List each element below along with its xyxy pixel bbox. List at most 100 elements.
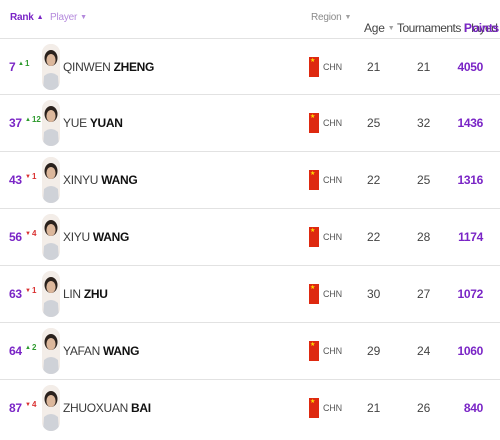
china-flag-icon: ★ — [309, 57, 319, 77]
tournaments-played: 32 — [417, 116, 431, 130]
rank-movement: ▲ 2 — [25, 343, 36, 352]
rank-number: 64 — [9, 344, 22, 358]
player-last-name: ZHENG — [113, 60, 155, 74]
rank-movement: ▼ 4 — [25, 229, 36, 238]
age-column-header[interactable]: Age ▼ — [364, 21, 395, 35]
player-first-name: LIN — [63, 287, 81, 301]
region-code: CHN — [323, 403, 342, 413]
region-code: CHN — [323, 118, 342, 128]
player-avatar[interactable] — [42, 385, 60, 431]
chevron-down-icon: ▼ — [387, 24, 395, 32]
player-last-name: WANG — [92, 230, 129, 244]
player-points: 1072 — [457, 287, 484, 301]
player-avatar[interactable] — [42, 157, 60, 203]
player-age: 25 — [367, 116, 381, 130]
china-flag-icon: ★ — [309, 398, 319, 418]
player-age: 21 — [367, 60, 381, 74]
player-name[interactable]: ZHUOXUAN BAI — [63, 401, 151, 415]
player-portrait-icon — [42, 385, 60, 431]
movement-value: 1 — [31, 172, 37, 181]
region-code: CHN — [323, 289, 342, 299]
player-portrait-icon — [42, 214, 60, 260]
player-last-name: WANG — [103, 344, 140, 358]
table-header: Rank ▲ Player ▼ Region ▼ Age ▼ Tournaments P… — [0, 0, 500, 38]
player-column-header[interactable]: Player ▼ — [50, 12, 87, 23]
rank-movement: ▼ 1 — [25, 286, 36, 295]
table-row[interactable]: 37 ▲ 12 YUE YUAN ★ CHN 25 32 1436 — [0, 95, 500, 152]
rank-header-label: Rank — [10, 12, 34, 23]
rank-movement: ▼ 4 — [25, 400, 36, 409]
china-flag-icon: ★ — [309, 341, 319, 361]
player-points: 1436 — [457, 116, 484, 130]
table-row[interactable]: 63 ▼ 1 LIN ZHU ★ CHN 30 27 1072 — [0, 266, 500, 323]
movement-value: 4 — [31, 229, 37, 238]
tournaments-played: 28 — [417, 230, 431, 244]
movement-value: 2 — [31, 343, 37, 352]
player-name[interactable]: QINWEN ZHENG — [63, 60, 154, 74]
arrow-down-icon: ▼ — [25, 173, 31, 180]
player-name[interactable]: YAFAN WANG — [63, 344, 139, 358]
player-points: 1316 — [457, 173, 484, 187]
arrow-down-icon: ▼ — [25, 287, 31, 294]
player-first-name: QINWEN — [63, 60, 111, 74]
age-header-label: Age — [364, 21, 385, 35]
player-first-name: XINYU — [63, 173, 99, 187]
tournaments-played: 21 — [417, 60, 431, 74]
arrow-up-icon: ▲ — [25, 116, 31, 123]
player-name[interactable]: XIYU WANG — [63, 230, 129, 244]
china-flag-icon: ★ — [309, 170, 319, 190]
rank-movement: ▲ 12 — [25, 115, 41, 124]
table-row[interactable]: 43 ▼ 1 XINYU WANG ★ CHN 22 25 1316 — [0, 152, 500, 209]
table-row[interactable]: 7 ▲ 1 QINWEN ZHENG ★ CHN 21 21 4050 — [0, 38, 500, 95]
player-points: 4050 — [457, 60, 484, 74]
table-row[interactable]: 56 ▼ 4 XIYU WANG ★ CHN 22 28 1174 — [0, 209, 500, 266]
player-portrait-icon — [42, 100, 60, 146]
rank-movement: ▼ 1 — [25, 172, 36, 181]
player-portrait-icon — [42, 44, 60, 90]
points-header-label: Points — [464, 21, 499, 35]
arrow-down-icon: ▼ — [25, 401, 31, 408]
region-code: CHN — [323, 175, 342, 185]
region-code: CHN — [323, 62, 342, 72]
rank-number: 37 — [9, 116, 22, 130]
rank-column-header[interactable]: Rank ▲ — [10, 12, 44, 23]
player-avatar[interactable] — [42, 44, 60, 90]
chevron-down-icon: ▼ — [80, 14, 87, 21]
tournaments-column-header[interactable]: Tournaments Played▼ — [397, 21, 500, 35]
player-first-name: XIYU — [63, 230, 90, 244]
table-row[interactable]: 87 ▼ 4 ZHUOXUAN BAI ★ CHN 21 26 840 — [0, 380, 500, 437]
player-portrait-icon — [42, 157, 60, 203]
points-column-header[interactable]: Points▼ — [464, 21, 499, 35]
region-code: CHN — [323, 232, 342, 242]
player-first-name: YAFAN — [63, 344, 100, 358]
china-flag-icon: ★ — [309, 227, 319, 247]
movement-value: 1 — [24, 59, 30, 68]
player-age: 30 — [367, 287, 381, 301]
player-avatar[interactable] — [42, 214, 60, 260]
tournaments-played: 26 — [417, 401, 431, 415]
table-row[interactable]: 64 ▲ 2 YAFAN WANG ★ CHN 29 24 1060 — [0, 323, 500, 380]
player-header-label: Player — [50, 12, 78, 23]
rank-number: 43 — [9, 173, 22, 187]
tournaments-played: 25 — [417, 173, 431, 187]
player-name[interactable]: XINYU WANG — [63, 173, 138, 187]
rank-number: 56 — [9, 230, 22, 244]
tournaments-header-label: Tournaments Played — [397, 21, 498, 35]
player-name[interactable]: LIN ZHU — [63, 287, 108, 301]
player-avatar[interactable] — [42, 271, 60, 317]
player-avatar[interactable] — [42, 328, 60, 374]
player-first-name: YUE — [63, 116, 87, 130]
region-header-label: Region — [311, 12, 342, 23]
rankings-table: 7 ▲ 1 QINWEN ZHENG ★ CHN 21 21 4050 37 ▲ 1… — [0, 38, 500, 437]
player-points: 840 — [463, 401, 483, 415]
player-name[interactable]: YUE YUAN — [63, 116, 123, 130]
player-avatar[interactable] — [42, 100, 60, 146]
tournaments-played: 27 — [417, 287, 431, 301]
sort-ascending-icon: ▲ — [36, 14, 44, 21]
rank-movement: ▲ 1 — [18, 59, 29, 68]
rank-number: 63 — [9, 287, 22, 301]
region-column-header[interactable]: Region ▼ — [311, 12, 351, 23]
movement-value: 1 — [31, 286, 37, 295]
player-points: 1060 — [457, 344, 484, 358]
china-flag-icon: ★ — [309, 113, 319, 133]
